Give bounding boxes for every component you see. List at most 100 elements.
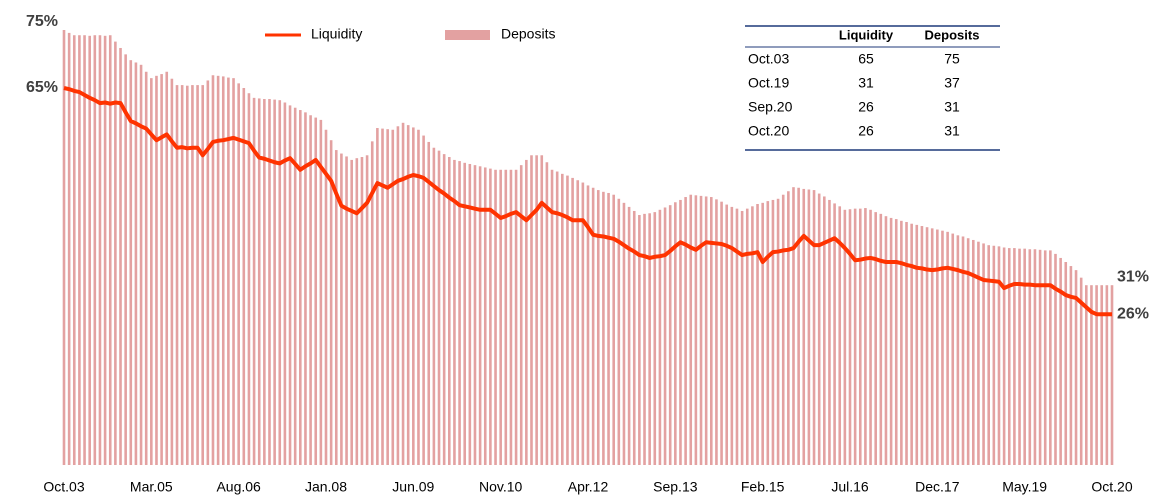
bar — [884, 216, 888, 465]
bar — [191, 85, 194, 465]
bar — [211, 75, 215, 466]
bar — [129, 60, 133, 465]
bar — [668, 205, 672, 465]
bar — [535, 155, 538, 465]
bar — [401, 122, 405, 466]
bar — [694, 195, 698, 466]
table-cell: Oct.19 — [748, 75, 789, 91]
bar — [648, 213, 651, 465]
table-header: Liquidity — [839, 27, 894, 42]
x-tick-label: Dec.17 — [915, 479, 960, 495]
bar — [268, 99, 271, 466]
bar — [982, 243, 985, 465]
bar — [252, 97, 256, 466]
table-cell: 31 — [858, 75, 874, 91]
bar — [930, 228, 934, 465]
bar — [514, 169, 518, 465]
bar — [1064, 262, 1068, 465]
bar — [114, 41, 117, 465]
bar — [591, 187, 595, 465]
bar — [761, 202, 764, 465]
bar — [83, 35, 86, 465]
bar — [237, 83, 240, 466]
bar — [288, 105, 292, 466]
bar — [838, 206, 842, 465]
bar — [478, 166, 482, 466]
bar — [242, 88, 246, 465]
bar — [1095, 285, 1098, 465]
bar — [751, 206, 754, 465]
bar — [1007, 248, 1011, 465]
bar — [530, 155, 533, 465]
bar — [103, 35, 107, 466]
bar — [1038, 249, 1042, 465]
bar — [263, 99, 266, 466]
bar — [78, 35, 81, 465]
bar — [956, 235, 960, 465]
bar — [1110, 285, 1114, 465]
bar — [658, 209, 662, 465]
bar — [139, 64, 143, 466]
bar — [638, 215, 641, 465]
bar — [853, 208, 857, 465]
bar — [1018, 248, 1021, 465]
table-cell: Oct.03 — [748, 51, 789, 67]
bar — [730, 206, 734, 465]
table-header: Deposits — [925, 27, 980, 42]
bar — [221, 76, 225, 466]
bar — [792, 187, 795, 465]
bar — [1074, 270, 1078, 465]
value-label: 26% — [1117, 305, 1149, 322]
bar — [802, 188, 806, 466]
bar — [406, 125, 410, 466]
bar — [756, 204, 759, 465]
bar — [874, 212, 877, 465]
x-tick-label: Oct.20 — [1091, 479, 1132, 495]
bar — [900, 220, 903, 465]
table-cell: 26 — [858, 99, 874, 115]
table-cell: 26 — [858, 123, 874, 139]
bar — [232, 78, 235, 465]
bar — [1028, 249, 1032, 465]
bar — [797, 187, 800, 465]
bar — [997, 246, 1001, 465]
bar — [150, 78, 153, 465]
bar — [412, 127, 415, 465]
bar — [905, 221, 908, 465]
bar — [519, 165, 523, 465]
bar — [365, 155, 369, 465]
bar — [350, 159, 353, 466]
bar — [201, 85, 205, 465]
bar — [1054, 253, 1057, 465]
bar — [612, 194, 615, 465]
bar — [925, 227, 929, 465]
bars — [62, 30, 1114, 466]
bar — [206, 80, 210, 466]
bar — [257, 98, 261, 465]
x-tick-label: Oct.03 — [43, 479, 84, 495]
bar — [586, 185, 590, 465]
bar — [643, 213, 646, 465]
x-tick-label: Aug.06 — [216, 479, 261, 495]
bar — [489, 168, 492, 465]
bar — [304, 112, 307, 466]
bar — [961, 236, 965, 465]
bar — [483, 167, 487, 465]
bar — [555, 171, 559, 465]
bar — [545, 162, 549, 466]
bar — [910, 223, 913, 465]
x-tick-label: Jan.08 — [305, 479, 347, 495]
bar — [977, 241, 980, 465]
bar — [848, 209, 852, 465]
bar — [283, 102, 287, 465]
bar — [576, 180, 580, 465]
bar — [175, 85, 179, 465]
bar — [817, 193, 821, 465]
bar — [463, 162, 467, 465]
bar — [807, 189, 811, 465]
bar — [704, 196, 708, 465]
bar — [781, 194, 785, 465]
line — [63, 86, 1112, 317]
bar — [1023, 248, 1026, 465]
bar — [345, 156, 348, 465]
